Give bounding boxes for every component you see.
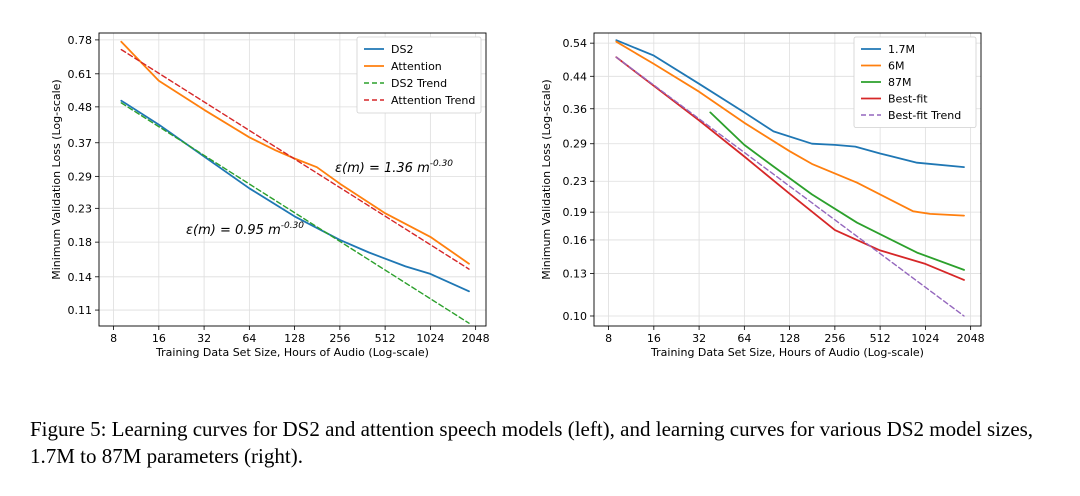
y-tick-label: 0.37 xyxy=(68,137,93,150)
series-line-6m xyxy=(615,40,965,217)
legend-label: Best-fit xyxy=(888,93,928,106)
x-tick-label: 8 xyxy=(110,332,117,345)
y-tick-label: 0.16 xyxy=(563,234,588,247)
x-tick-label: 1024 xyxy=(911,332,939,345)
y-tick-label: 0.13 xyxy=(563,268,588,281)
legend-box xyxy=(853,36,977,128)
plot-frame xyxy=(593,32,982,327)
y-tick-label: 0.61 xyxy=(68,68,93,81)
legend-label: 1.7M xyxy=(888,43,915,56)
y-tick-label: 0.54 xyxy=(563,37,588,50)
y-axis-label: Minimum Validation Loss (Log-scale) xyxy=(540,79,553,279)
x-tick-label: 512 xyxy=(375,332,396,345)
figure-caption: Figure 5: Learning curves for DS2 and at… xyxy=(30,417,1034,468)
x-tick-label: 2048 xyxy=(957,332,985,345)
x-tick-label: 2048 xyxy=(462,332,490,345)
y-tick-label: 0.78 xyxy=(68,34,93,47)
series-line-ds2-trend xyxy=(120,102,470,324)
y-tick-label: 0.23 xyxy=(563,175,588,188)
equation-annotation: ε(m) = 0.95 m-0.30 xyxy=(186,221,304,238)
series-line-attention-trend xyxy=(120,48,470,270)
grid xyxy=(99,33,486,326)
right-chart: 8 16 32 64 128 256 512 1024 2048 0.10 0.13 0.16 0.19… xyxy=(540,32,985,359)
x-tick-label: 512 xyxy=(870,332,891,345)
equation-annotation: ε(m) = 1.36 m-0.30 xyxy=(335,159,453,176)
x-tick-label: 16 xyxy=(152,332,166,345)
x-tick-label: 8 xyxy=(605,332,612,345)
x-tick-label: 64 xyxy=(242,332,256,345)
x-tick-label: 16 xyxy=(647,332,661,345)
y-tick-label: 0.48 xyxy=(68,101,93,114)
legend-box xyxy=(356,36,482,114)
series-line-best-fit-trend xyxy=(615,56,965,317)
x-axis-label: Training Data Set Size, Hours of Audio (… xyxy=(155,346,429,359)
x-tick-label: 1024 xyxy=(416,332,444,345)
x-tick-label: 256 xyxy=(329,332,350,345)
equation-base: ε(m) = 1.36 m xyxy=(335,161,430,176)
equation-exponent: -0.30 xyxy=(430,159,454,169)
left-chart: 8 16 32 64 128 256 512 1024 2048 0.11 0.14 0.18 0.23… xyxy=(50,32,490,359)
y-tick-label: 0.29 xyxy=(68,170,93,183)
series-line-1-7m xyxy=(615,39,965,169)
y-tick-label: 0.23 xyxy=(68,202,93,215)
series-line-best-fit xyxy=(615,56,965,281)
y-tick-label: 0.14 xyxy=(68,271,93,284)
x-tick-label: 128 xyxy=(284,332,305,345)
y-tick-label: 0.44 xyxy=(563,70,588,83)
legend-label: Attention Trend xyxy=(391,94,475,107)
legend: DS2 Attention DS2 Trend Attention Trend xyxy=(356,36,482,114)
y-tick-label: 0.10 xyxy=(563,310,588,323)
y-tick-label: 0.29 xyxy=(563,138,588,151)
y-tick-label: 0.18 xyxy=(68,236,93,249)
series-line-87m xyxy=(709,111,965,271)
legend-label: DS2 xyxy=(391,43,413,56)
y-tick-label: 0.19 xyxy=(563,206,588,219)
y-axis-label: Minimum Validation Loss (Log-scale) xyxy=(50,79,63,279)
series-line-ds2 xyxy=(120,99,470,293)
x-tick-label: 256 xyxy=(824,332,845,345)
x-tick-label: 32 xyxy=(197,332,211,345)
y-tick-label: 0.11 xyxy=(68,304,93,317)
equation-base: ε(m) = 0.95 m xyxy=(186,223,281,238)
x-tick-label: 128 xyxy=(779,332,800,345)
legend: 1.7M 6M 87M Best-fit Best-fit Trend xyxy=(853,36,977,128)
x-axis-label: Training Data Set Size, Hours of Audio (… xyxy=(650,346,924,359)
plot-frame xyxy=(98,32,487,327)
legend-label: Best-fit Trend xyxy=(888,109,961,122)
equation-exponent: -0.30 xyxy=(281,221,305,231)
legend-label: Attention xyxy=(391,60,442,73)
x-tick-label: 64 xyxy=(737,332,751,345)
legend-label: 6M xyxy=(888,60,905,73)
legend-label: 87M xyxy=(888,76,912,89)
y-tick-label: 0.36 xyxy=(563,103,588,116)
x-tick-label: 32 xyxy=(692,332,706,345)
legend-label: DS2 Trend xyxy=(391,77,447,90)
